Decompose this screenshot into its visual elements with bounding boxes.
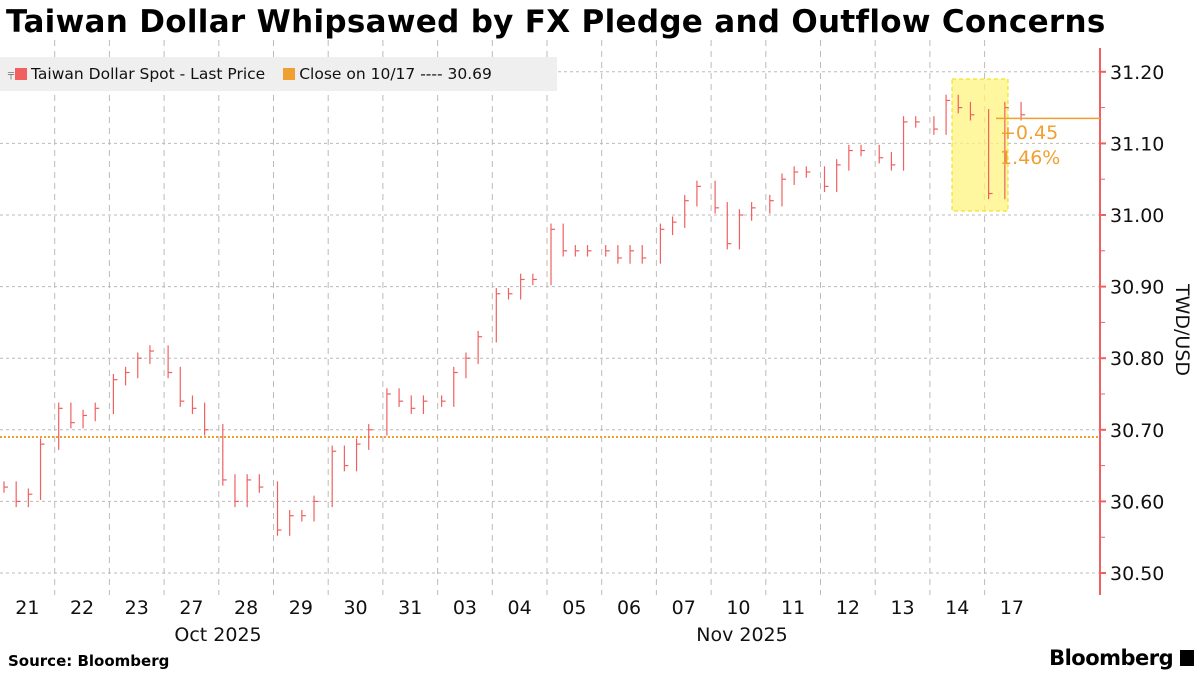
x-tick-label: 12 xyxy=(836,597,860,619)
y-tick-label: 30.50 xyxy=(1110,563,1164,585)
x-tick-label: 13 xyxy=(890,597,914,619)
x-tick-label: 21 xyxy=(15,597,39,619)
legend-series-label: Taiwan Dollar Spot - Last Price xyxy=(31,65,266,83)
x-tick-label: 05 xyxy=(562,597,586,619)
x-tick-label: 23 xyxy=(125,597,149,619)
x-tick-label: 17 xyxy=(1000,597,1024,619)
month-label: Oct 2025 xyxy=(174,624,261,646)
y-tick-label: 31.20 xyxy=(1110,62,1164,84)
y-tick-label: 30.80 xyxy=(1110,348,1164,370)
annotation-pct: 1.46% xyxy=(1000,147,1060,169)
y-tick-label: 30.70 xyxy=(1110,420,1164,442)
x-tick-label: 30 xyxy=(343,597,367,619)
y-tick-label: 30.90 xyxy=(1110,277,1164,299)
x-tick-label: 04 xyxy=(508,597,532,619)
legend: ╤ Taiwan Dollar Spot - Last Price Close … xyxy=(0,57,557,91)
bloomberg-logo: Bloomberg xyxy=(1049,646,1194,670)
legend-close-label: Close on 10/17 ---- 30.69 xyxy=(299,65,492,83)
x-tick-label: 14 xyxy=(945,597,969,619)
month-label: Nov 2025 xyxy=(696,624,787,646)
x-tick-label: 31 xyxy=(398,597,422,619)
x-tick-label: 28 xyxy=(234,597,258,619)
x-tick-label: 22 xyxy=(70,597,94,619)
highlight-box xyxy=(951,78,1009,212)
x-tick-label: 10 xyxy=(726,597,750,619)
source-note: Source: Bloomberg xyxy=(8,652,170,670)
y-axis-label: TWD/USD xyxy=(1171,283,1193,376)
x-tick-label: 03 xyxy=(453,597,477,619)
logo-mark-icon xyxy=(1180,650,1194,666)
annotation-change: +0.45 xyxy=(1000,122,1058,144)
logo-text: Bloomberg xyxy=(1049,646,1174,670)
x-tick-label: 27 xyxy=(179,597,203,619)
x-tick-label: 29 xyxy=(289,597,313,619)
chart-title: Taiwan Dollar Whipsawed by FX Pledge and… xyxy=(6,4,1106,40)
bar-glyph-icon: ╤ xyxy=(8,68,15,80)
y-tick-label: 31.00 xyxy=(1110,205,1164,227)
x-tick-label: 06 xyxy=(617,597,641,619)
y-tick-label: 31.10 xyxy=(1110,133,1164,155)
legend-close-swatch xyxy=(283,68,296,80)
x-tick-label: 07 xyxy=(672,597,696,619)
x-tick-label: 11 xyxy=(781,597,805,619)
legend-series-swatch xyxy=(15,68,28,80)
y-tick-label: 30.60 xyxy=(1110,491,1164,513)
